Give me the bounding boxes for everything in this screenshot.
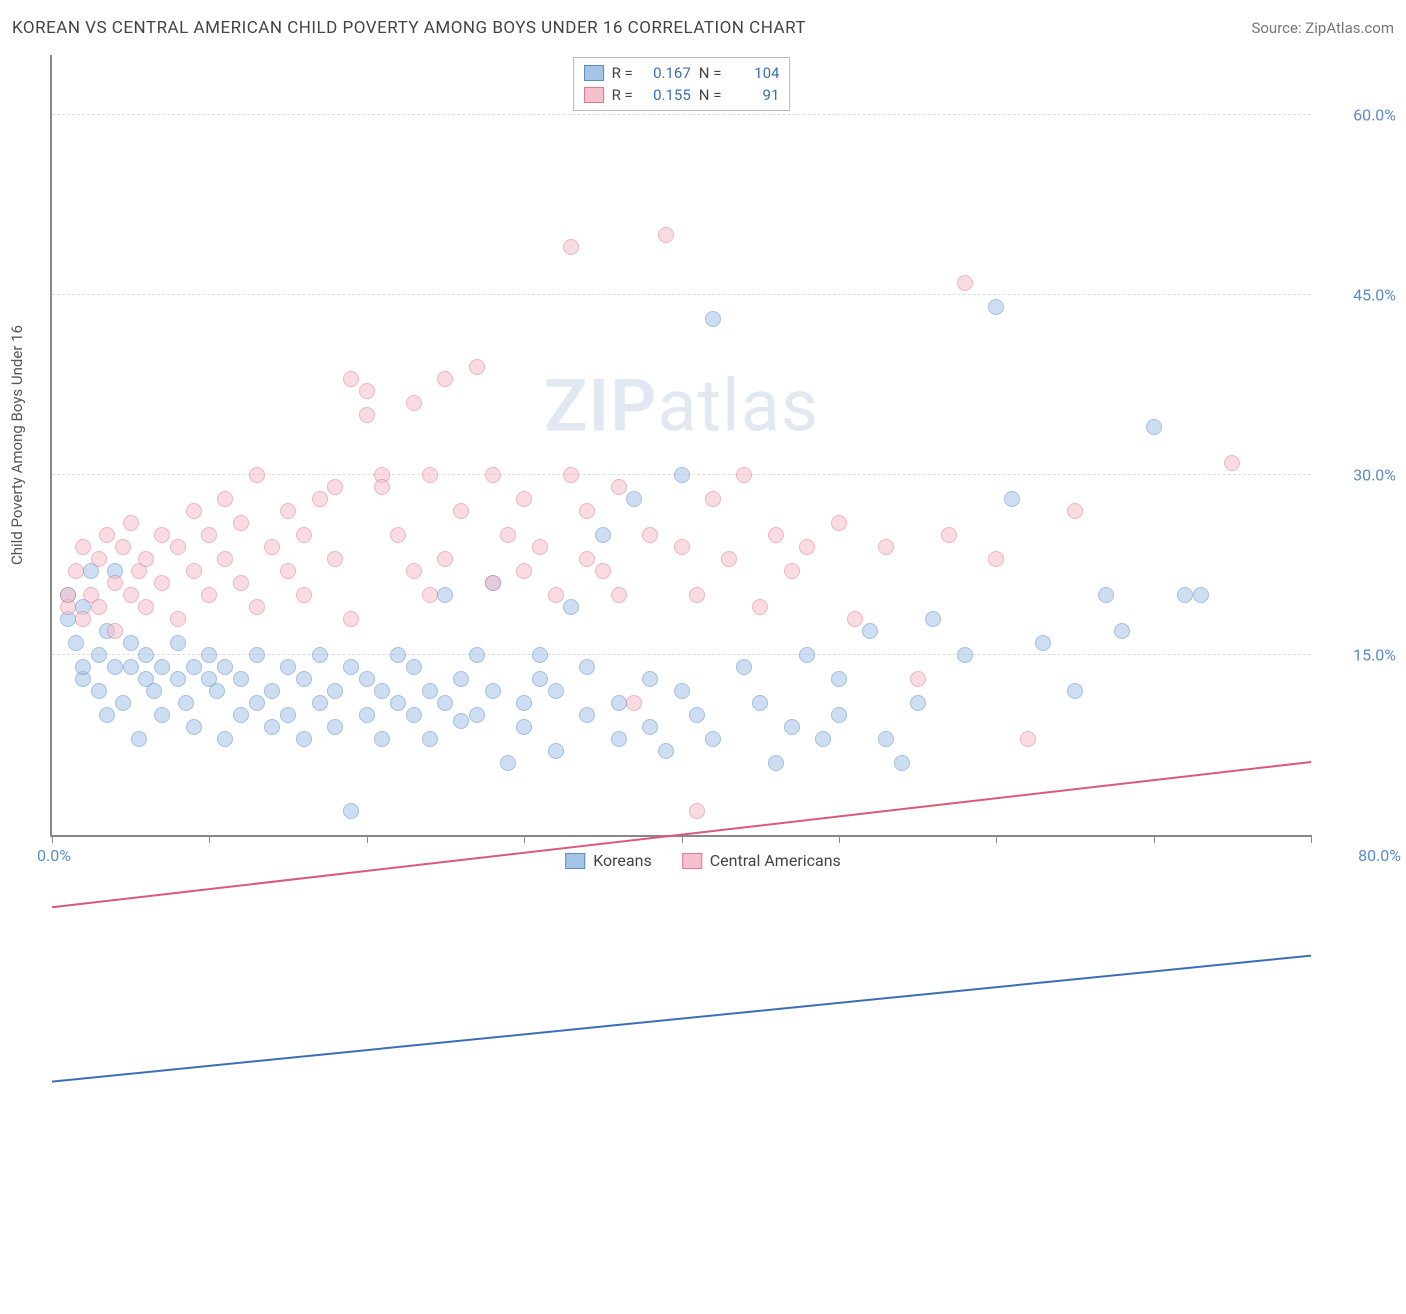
trend-line: [52, 762, 1311, 907]
swatch-central-americans-icon: [682, 853, 702, 869]
y-tick-label: 45.0%: [1321, 286, 1396, 305]
swatch-central-americans: [584, 87, 604, 103]
bottom-legend: Koreans Central Americans: [565, 851, 841, 870]
n-label: N =: [699, 86, 722, 104]
n-value-koreans: 104: [729, 64, 779, 82]
x-axis-max-label: 80.0%: [1358, 846, 1401, 865]
swatch-koreans: [584, 65, 604, 81]
n-value-central-americans: 91: [729, 86, 779, 104]
stats-legend-box: R = 0.167 N = 104 R = 0.155 N = 91: [573, 57, 791, 111]
y-tick-label: 60.0%: [1321, 106, 1396, 125]
stats-row-central-americans: R = 0.155 N = 91: [584, 84, 780, 106]
legend-label-koreans: Koreans: [593, 851, 652, 870]
stats-row-koreans: R = 0.167 N = 104: [584, 62, 780, 84]
legend-item-koreans: Koreans: [565, 851, 652, 870]
r-value-central-americans: 0.155: [641, 86, 691, 104]
r-label: R =: [612, 64, 633, 82]
chart-header: KOREAN VS CENTRAL AMERICAN CHILD POVERTY…: [12, 18, 1394, 38]
y-tick-label: 30.0%: [1321, 466, 1396, 485]
y-axis-title: Child Poverty Among Boys Under 16: [8, 325, 26, 565]
legend-item-central-americans: Central Americans: [682, 851, 841, 870]
source-attribution: Source: ZipAtlas.com: [1251, 19, 1394, 37]
legend-label-central-americans: Central Americans: [710, 851, 841, 870]
y-tick-label: 15.0%: [1321, 646, 1396, 665]
swatch-koreans-icon: [565, 853, 585, 869]
r-label: R =: [612, 86, 633, 104]
trend-line: [52, 956, 1311, 1082]
n-label: N =: [699, 64, 722, 82]
r-value-koreans: 0.167: [641, 64, 691, 82]
page-title: KOREAN VS CENTRAL AMERICAN CHILD POVERTY…: [12, 18, 806, 38]
chart-area: Child Poverty Among Boys Under 16 15.0%3…: [50, 55, 1311, 837]
trend-lines: [52, 55, 1311, 1314]
